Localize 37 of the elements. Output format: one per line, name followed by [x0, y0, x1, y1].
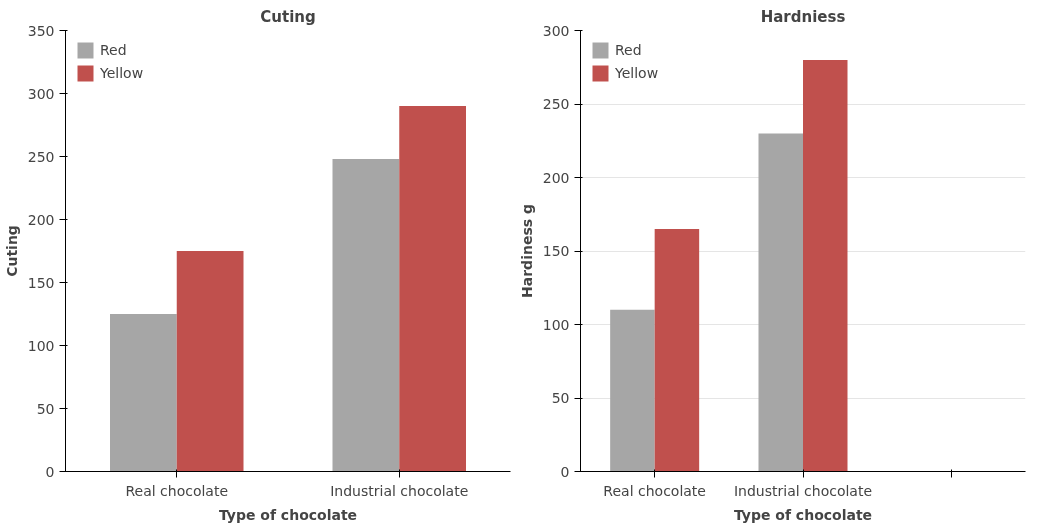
x-tick-label: Industrial chocolate — [330, 482, 469, 499]
y-tick-label: 250 — [27, 148, 55, 165]
y-tick-label: 250 — [542, 96, 570, 112]
legend-label: Yellow — [615, 65, 659, 81]
x-axis-title: Type of chocolate — [218, 506, 358, 523]
y-tick-label: 150 — [542, 243, 570, 259]
y-tick-label: 300 — [542, 22, 570, 39]
y-tick-label: 50 — [36, 400, 55, 417]
y-tick-label: 200 — [27, 211, 55, 228]
y-tick-label: 350 — [27, 22, 55, 39]
y-tick-label: 200 — [542, 169, 570, 186]
y-axis-title: Hardiness g — [518, 204, 535, 298]
x-tick-label: Industrial chocolate — [733, 482, 873, 499]
legend-label: Red — [615, 42, 642, 58]
x-axis-title: Type of chocolate — [733, 506, 873, 523]
bar — [610, 309, 655, 472]
bar — [176, 251, 244, 472]
y-tick-label: 0 — [560, 463, 570, 480]
y-tick-label: 150 — [27, 274, 55, 291]
x-tick-label: Real chocolate — [603, 482, 706, 499]
bar — [332, 159, 400, 472]
y-tick-label: 50 — [551, 390, 570, 406]
legend-label: Red — [100, 42, 127, 58]
y-tick-label: 100 — [542, 316, 570, 333]
chart-title: Hardniess — [760, 7, 846, 26]
bar — [758, 133, 803, 472]
y-tick-label: 300 — [27, 85, 55, 102]
y-tick-label: 100 — [27, 337, 55, 354]
x-tick-label: Real chocolate — [125, 482, 229, 499]
bar — [654, 228, 700, 472]
bar — [399, 106, 466, 472]
y-tick-label: 0 — [45, 463, 55, 480]
chart-title: Cuting — [260, 7, 316, 26]
bar — [110, 314, 177, 472]
bar — [803, 59, 848, 472]
legend-label: Yellow — [100, 65, 144, 81]
y-axis-title: Cuting — [3, 225, 20, 277]
